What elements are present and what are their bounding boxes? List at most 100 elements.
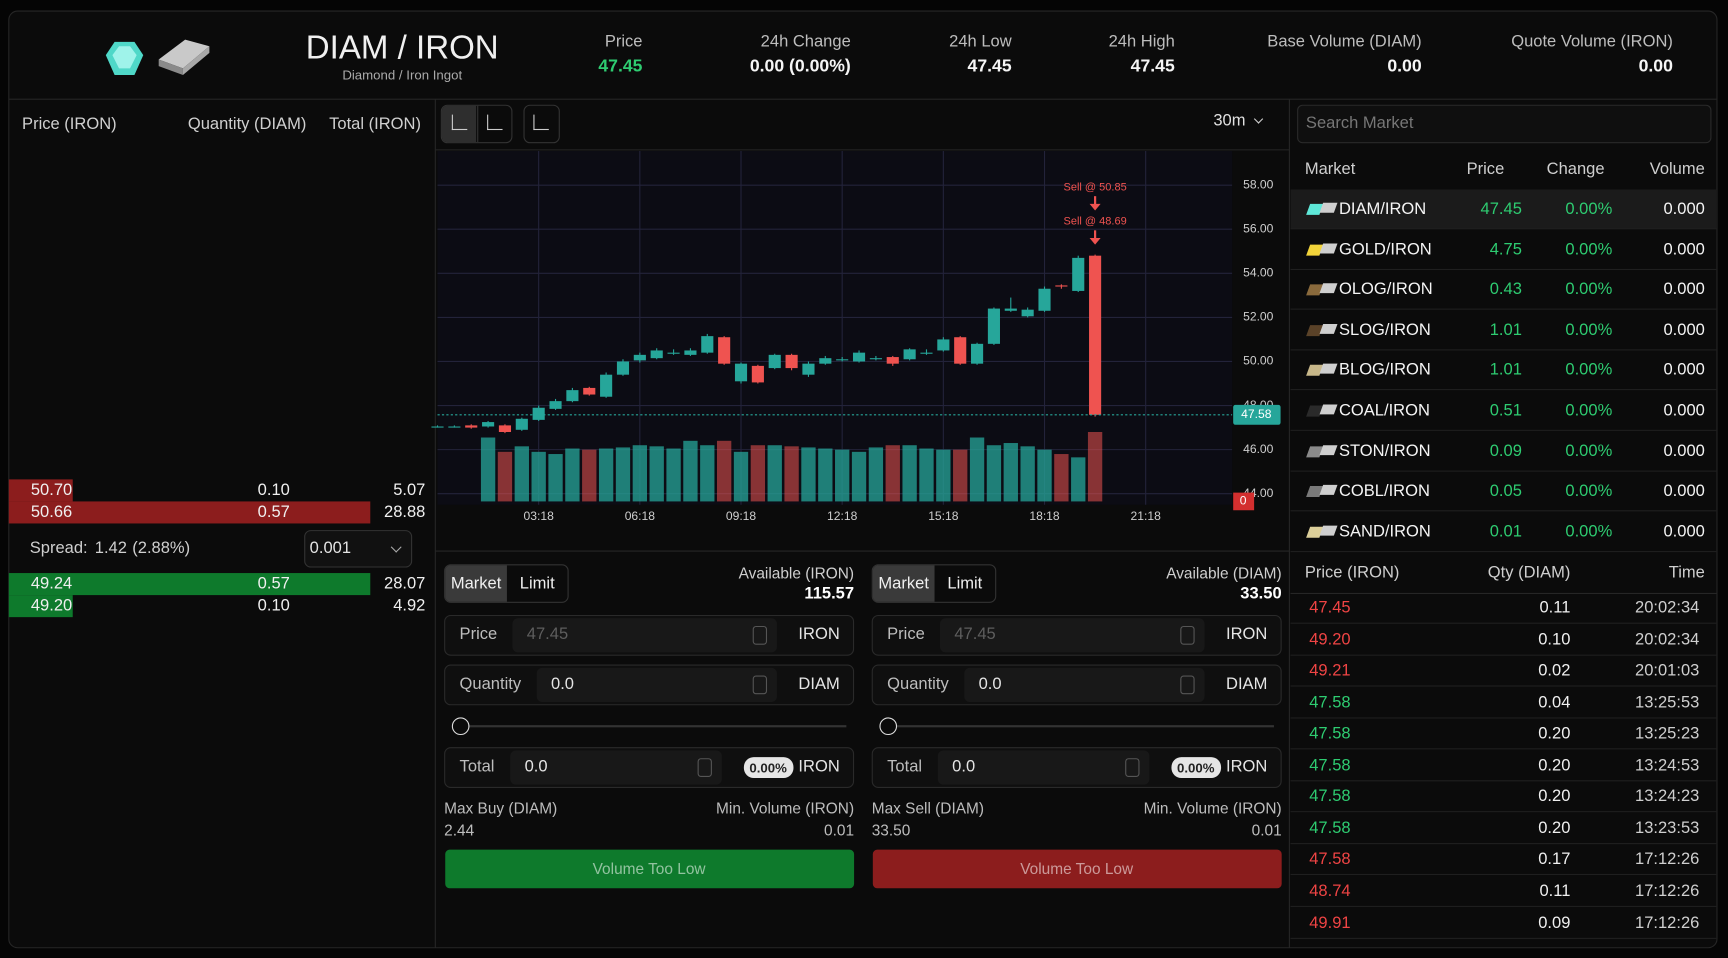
spinner[interactable] xyxy=(752,625,768,645)
slider-thumb[interactable] xyxy=(879,717,898,736)
tab-label[interactable]: Market xyxy=(450,574,502,593)
tab-label[interactable]: Limit xyxy=(519,574,555,593)
market-price[interactable]: 0.05 xyxy=(1489,481,1522,501)
input-value[interactable]: 0.0 xyxy=(524,757,548,776)
precision-value[interactable]: 0.001 xyxy=(309,538,352,558)
market-price[interactable]: 0.09 xyxy=(1489,441,1522,461)
market-volume[interactable]: 0.000 xyxy=(1663,320,1705,340)
volume-bar xyxy=(1037,449,1052,502)
market-change[interactable]: 0.00% xyxy=(1565,522,1613,541)
input[interactable] xyxy=(964,667,1205,702)
market-name[interactable]: DIAM/IRON xyxy=(1338,199,1427,219)
market-row[interactable] xyxy=(1290,189,1717,230)
input[interactable] xyxy=(510,750,722,785)
market-volume[interactable]: 0.000 xyxy=(1663,199,1705,219)
slider-thumb[interactable] xyxy=(451,717,470,736)
market-row[interactable] xyxy=(1290,230,1717,270)
annotation-arrowhead xyxy=(1089,238,1101,245)
precision-select[interactable] xyxy=(304,530,413,568)
trade-qty: 0.09 xyxy=(1538,913,1571,932)
market-change[interactable]: 0.00% xyxy=(1565,320,1613,340)
market-change[interactable]: 0.00% xyxy=(1565,239,1613,259)
market-price[interactable]: 47.45 xyxy=(1480,199,1522,219)
market-name[interactable]: OLOG/IRON xyxy=(1338,280,1433,299)
candle-body xyxy=(869,358,882,360)
market-row[interactable] xyxy=(1290,472,1717,512)
market-price[interactable]: 0.43 xyxy=(1489,280,1522,299)
input[interactable] xyxy=(512,618,777,653)
submit-label[interactable]: Volume Too Low xyxy=(1020,859,1134,878)
market-change[interactable]: 0.00% xyxy=(1565,401,1613,420)
spinner[interactable] xyxy=(697,758,712,777)
market-change[interactable]: 0.00% xyxy=(1565,441,1613,461)
market-volume[interactable]: 0.000 xyxy=(1663,522,1705,541)
input[interactable] xyxy=(940,618,1205,653)
tab-label[interactable]: Limit xyxy=(947,574,983,593)
spinner[interactable] xyxy=(1125,758,1140,777)
input-value[interactable]: 0.0 xyxy=(978,674,1002,694)
spinner[interactable] xyxy=(752,675,768,695)
market-name[interactable]: GOLD/IRON xyxy=(1338,239,1432,259)
tab-label[interactable]: Market xyxy=(878,574,929,593)
tag-button[interactable] xyxy=(523,104,560,144)
submit-label[interactable]: Volume Too Low xyxy=(592,859,706,878)
candle-body xyxy=(937,339,950,351)
market-volume[interactable]: 0.000 xyxy=(1663,401,1705,420)
market-row[interactable] xyxy=(1290,311,1717,351)
market-name[interactable]: COAL/IRON xyxy=(1338,401,1430,420)
search-placeholder[interactable]: Search Market xyxy=(1305,113,1414,133)
trade-row xyxy=(1290,593,1717,624)
input-placeholder[interactable]: 47.45 xyxy=(526,624,569,644)
orderbook-price: 50.70 xyxy=(30,480,73,500)
spinner[interactable] xyxy=(1180,675,1195,695)
market-name[interactable]: STON/IRON xyxy=(1338,441,1431,461)
trades-column: Qty (DIAM) xyxy=(1487,563,1571,582)
market-volume[interactable]: 0.000 xyxy=(1663,360,1705,380)
field-label: Total xyxy=(459,757,495,776)
input-value[interactable]: 0.0 xyxy=(551,674,575,694)
market-price[interactable]: 1.01 xyxy=(1489,360,1522,380)
market-name[interactable]: SLOG/IRON xyxy=(1338,320,1431,340)
market-volume[interactable]: 0.000 xyxy=(1663,481,1705,501)
market-name[interactable]: COBL/IRON xyxy=(1338,481,1430,501)
market-change[interactable]: 0.00% xyxy=(1565,360,1613,380)
submit-button[interactable] xyxy=(445,849,855,889)
market-name[interactable]: SAND/IRON xyxy=(1338,522,1431,541)
market-price[interactable]: 4.75 xyxy=(1489,239,1522,259)
volume-bar xyxy=(1087,431,1103,502)
line-button[interactable] xyxy=(477,105,511,143)
market-row[interactable] xyxy=(1290,351,1717,391)
market-row[interactable] xyxy=(1290,512,1717,552)
divider xyxy=(1290,592,1717,594)
input[interactable] xyxy=(536,667,777,702)
market-price[interactable]: 1.01 xyxy=(1489,320,1522,340)
tab[interactable] xyxy=(872,565,935,602)
timeframe[interactable]: 30m xyxy=(1213,111,1246,131)
input-value[interactable]: 0.0 xyxy=(952,757,976,776)
market-price[interactable]: 0.01 xyxy=(1489,522,1522,541)
market-change[interactable]: 0.00% xyxy=(1565,199,1613,219)
input[interactable] xyxy=(937,750,1150,785)
volume-bar xyxy=(632,445,648,502)
market-row[interactable] xyxy=(1290,432,1717,472)
market-name[interactable]: BLOG/IRON xyxy=(1338,360,1431,380)
market-change[interactable]: 0.00% xyxy=(1565,280,1613,299)
market-volume[interactable]: 0.000 xyxy=(1663,239,1705,259)
icon xyxy=(487,114,503,131)
candles-button[interactable] xyxy=(441,105,477,143)
field-label: Quantity xyxy=(459,674,522,694)
market-row[interactable] xyxy=(1290,270,1717,310)
market-volume[interactable]: 0.000 xyxy=(1663,441,1705,461)
market-row[interactable] xyxy=(1290,391,1717,431)
trade-qty: 0.11 xyxy=(1539,598,1571,618)
search-market[interactable] xyxy=(1297,104,1712,144)
submit-button[interactable] xyxy=(872,849,1282,889)
spinner[interactable] xyxy=(1180,625,1195,645)
market-change[interactable]: 0.00% xyxy=(1565,481,1613,501)
trades-column: Time xyxy=(1668,563,1705,582)
candle-body xyxy=(903,349,916,360)
market-price[interactable]: 0.51 xyxy=(1489,401,1522,420)
tab[interactable] xyxy=(445,565,507,602)
input-placeholder[interactable]: 47.45 xyxy=(954,624,996,644)
market-volume[interactable]: 0.000 xyxy=(1663,280,1705,299)
